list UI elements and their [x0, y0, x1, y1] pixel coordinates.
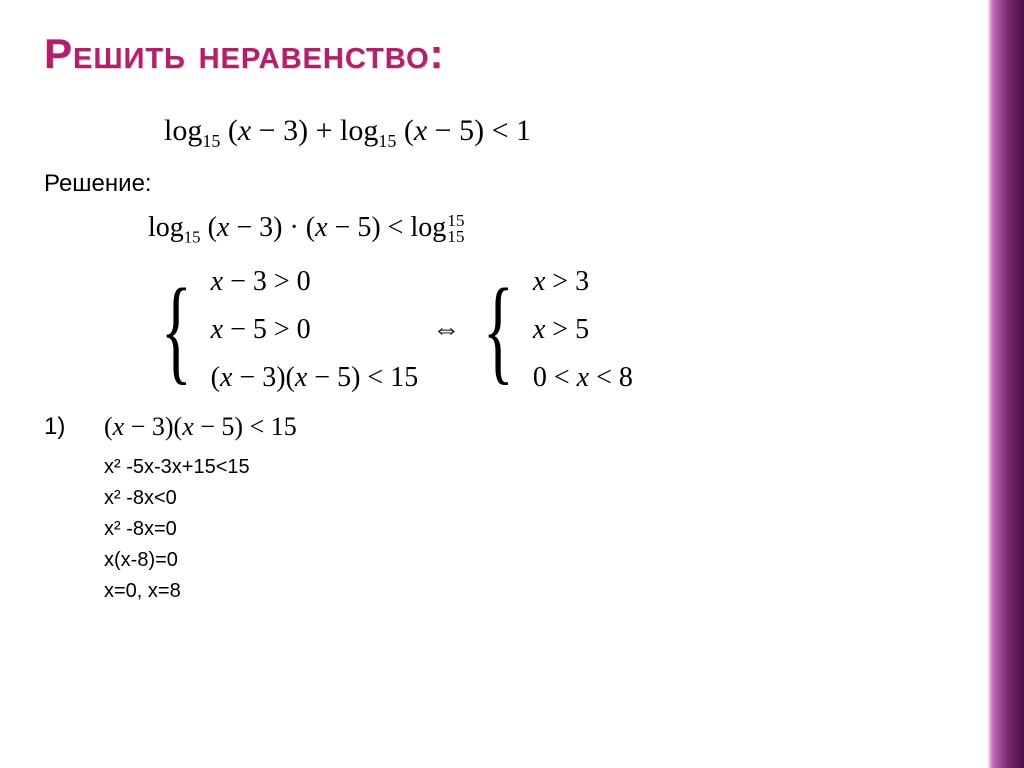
sys-right-row: x > 3	[533, 266, 633, 298]
transformed-inequality: log15 (x − 3) · (x − 5) < log1515	[148, 212, 974, 248]
step-1-expr: (x − 3)(x − 5) < 15	[104, 412, 297, 442]
step-number: 1)	[44, 413, 104, 441]
right-brace-icon: {	[483, 271, 514, 389]
sys-right-row: 0 < x < 8	[533, 362, 633, 394]
system-left: x − 3 > 0 x − 5 > 0 (x − 3)(x − 5) < 15	[211, 266, 419, 394]
sub-15: 15	[447, 229, 464, 245]
slide-content: Решить неравенство: log15 (x − 3) + log1…	[44, 30, 974, 611]
step-1-row: 1) (x − 3)(x − 5) < 15	[44, 412, 974, 442]
sys-left-row: x − 5 > 0	[211, 314, 419, 346]
slide-title: Решить неравенство:	[44, 30, 974, 78]
equivalent-systems: { x − 3 > 0 x − 5 > 0 (x − 3)(x − 5) < 1…	[148, 266, 974, 394]
expansion-line: x² -5x-3x+15<15	[104, 456, 974, 479]
expansion-line: x² -8x=0	[104, 518, 974, 541]
system-right: x > 3 x > 5 0 < x < 8	[533, 266, 633, 394]
slide-right-border	[988, 0, 1024, 768]
expansion-line: x(x-8)=0	[104, 549, 974, 572]
expansion-line: x=0, x=8	[104, 580, 974, 603]
main-inequality: log15 (x − 3) + log15 (x − 5) < 1	[164, 114, 974, 152]
left-brace-icon: {	[161, 271, 192, 389]
expansion-line: x² -8x<0	[104, 487, 974, 510]
sys-right-row: x > 5	[533, 314, 633, 346]
sys-left-row: (x − 3)(x − 5) < 15	[211, 362, 419, 394]
expansion-lines: x² -5x-3x+15<15 x² -8x<0 x² -8x=0 x(x-8)…	[104, 456, 974, 603]
solution-label: Решение:	[44, 170, 974, 198]
sys-left-row: x − 3 > 0	[211, 266, 419, 298]
equiv-arrow-icon: ⇔	[432, 314, 460, 346]
